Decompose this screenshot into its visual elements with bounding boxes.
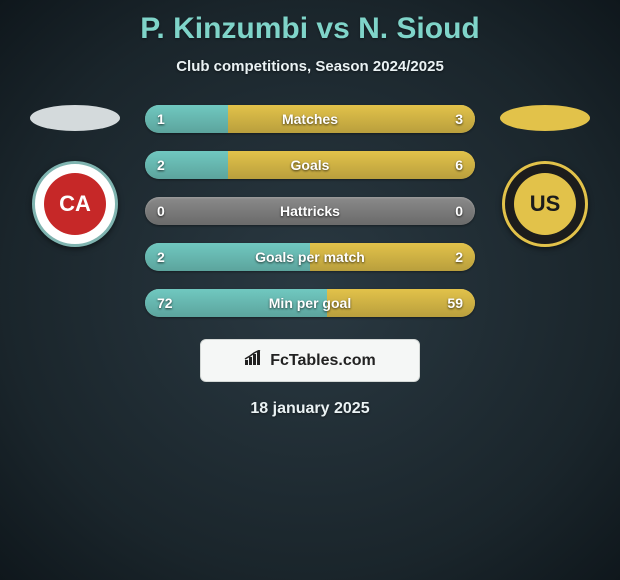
stat-left-value: 72 [157, 295, 173, 311]
right-team-abbrev: US [530, 191, 561, 217]
right-team-logo-inner: US [514, 173, 576, 235]
stat-left-value: 2 [157, 157, 165, 173]
stat-left-value: 1 [157, 111, 165, 127]
stat-label: Hattricks [280, 203, 340, 219]
left-team-oval [30, 105, 120, 131]
stat-left-value: 2 [157, 249, 165, 265]
stat-left-value: 0 [157, 203, 165, 219]
stat-label: Matches [282, 111, 338, 127]
stat-right-value: 59 [447, 295, 463, 311]
stat-bar: 0 Hattricks 0 [145, 197, 475, 225]
left-side: CA [25, 105, 125, 247]
stat-right-value: 2 [455, 249, 463, 265]
left-team-logo: CA [32, 161, 118, 247]
subtitle: Club competitions, Season 2024/2025 [0, 58, 620, 75]
stat-label: Min per goal [269, 295, 351, 311]
footer-brand-text: FcTables.com [270, 352, 376, 370]
date-text: 18 january 2025 [0, 400, 620, 418]
right-side: US [495, 105, 595, 247]
comparison-panel: CA 1 Matches 3 2 Goals 6 0 Hattricks 0 2 Goals per… [0, 105, 620, 317]
chart-icon [244, 350, 264, 371]
stat-right-value: 3 [455, 111, 463, 127]
right-team-logo: US [502, 161, 588, 247]
stat-bar: 2 Goals per match 2 [145, 243, 475, 271]
left-team-abbrev: CA [59, 191, 91, 217]
stat-bar: 1 Matches 3 [145, 105, 475, 133]
stat-right-value: 0 [455, 203, 463, 219]
footer-brand-badge[interactable]: FcTables.com [200, 339, 420, 382]
left-team-logo-inner: CA [44, 173, 106, 235]
right-team-oval [500, 105, 590, 131]
stat-bars: 1 Matches 3 2 Goals 6 0 Hattricks 0 2 Goals per ma… [145, 105, 475, 317]
stat-label: Goals per match [255, 249, 365, 265]
stat-bar: 2 Goals 6 [145, 151, 475, 179]
bar-fill-right [228, 105, 476, 133]
stat-label: Goals [291, 157, 330, 173]
stat-bar: 72 Min per goal 59 [145, 289, 475, 317]
page-title: P. Kinzumbi vs N. Sioud [0, 0, 620, 46]
stat-right-value: 6 [455, 157, 463, 173]
bar-fill-right [228, 151, 476, 179]
